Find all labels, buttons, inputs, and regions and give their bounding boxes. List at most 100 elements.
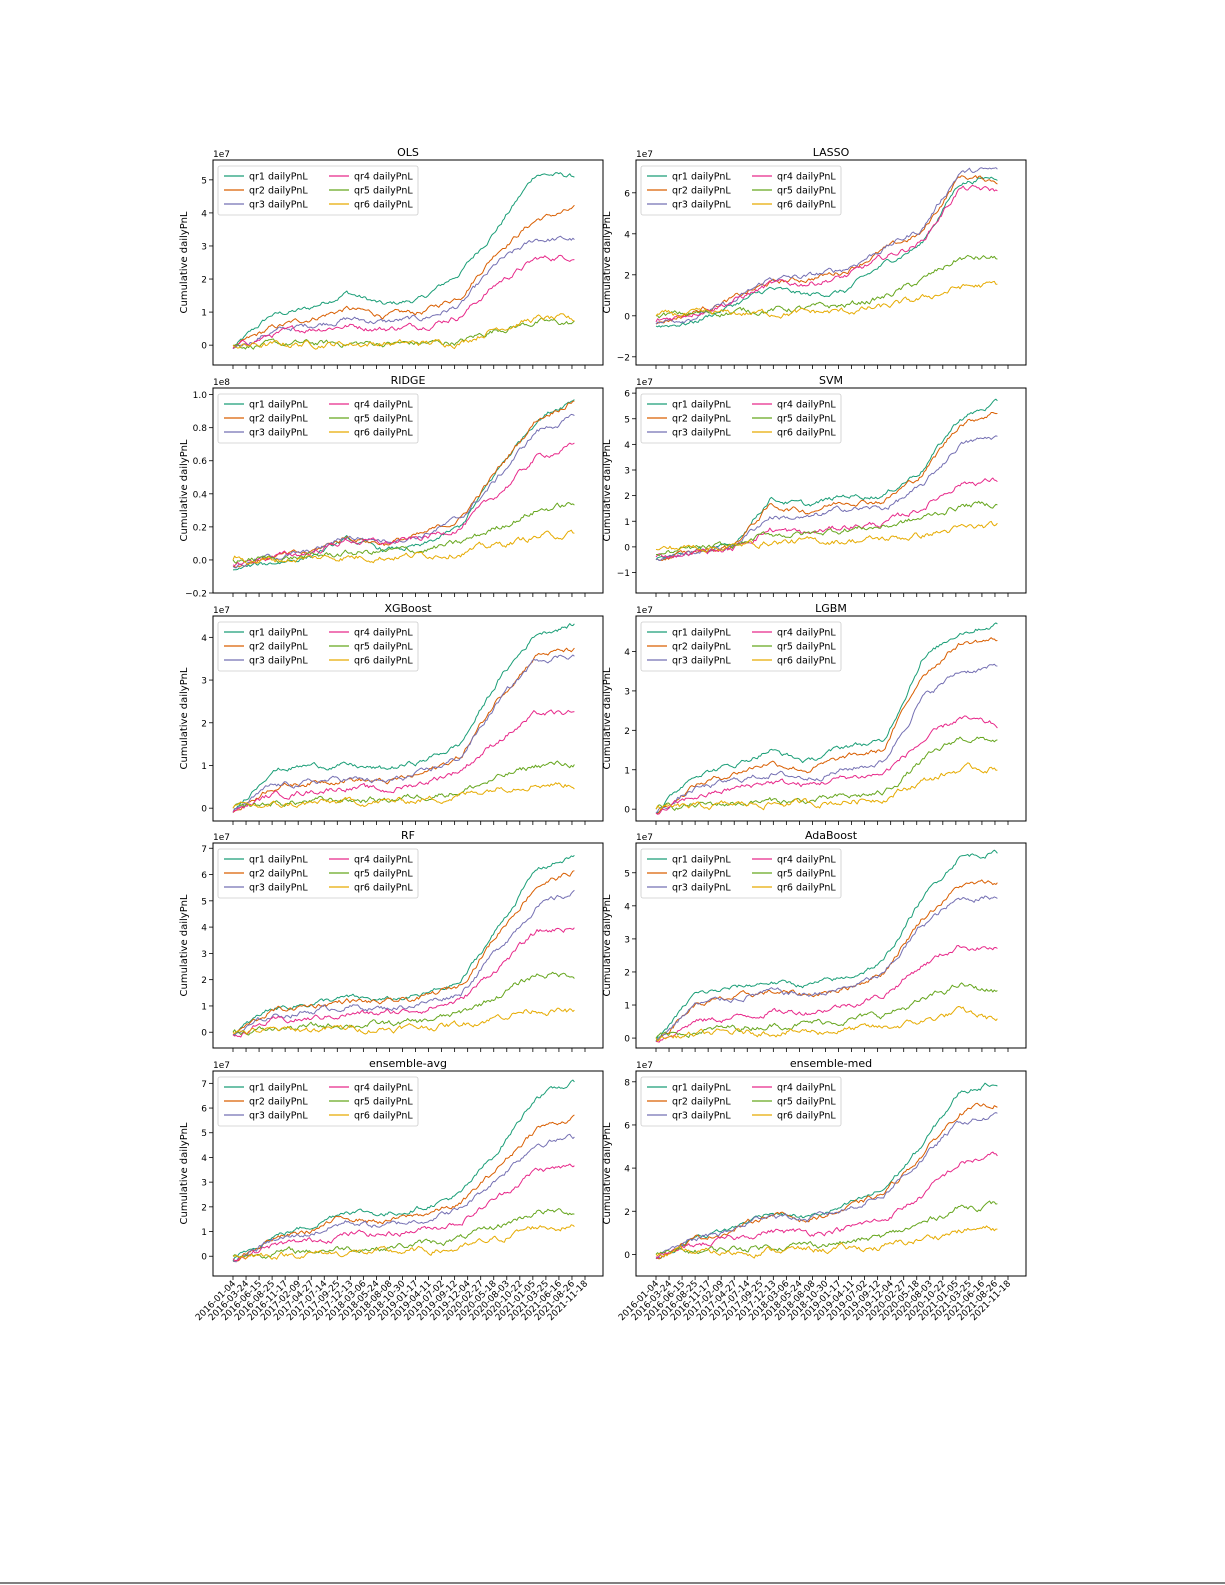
y-tick-label: 1: [201, 309, 207, 319]
y-tick-label: 4: [624, 902, 630, 912]
legend-label: qr2 dailyPnL: [672, 186, 731, 197]
y-tick-label: 4: [624, 648, 630, 658]
y-axis-label: Cumulative dailyPnL: [179, 211, 190, 313]
panel-adaboost: AdaBoost 1e7 Cumulative dailyPnL 0 1 2 3 4 5 qr1 …: [602, 829, 1027, 1052]
panel-rf: RF 1e7 Cumulative dailyPnL 0 1 2 3 4 5 6 7 qr1 dail…: [179, 829, 604, 1052]
series-line-qr4: [232, 254, 575, 349]
legend: qr1 dailyPnL qr2 dailyPnL qr3 dailyPnL qr4 …: [640, 393, 842, 444]
panel-title: RF: [401, 829, 415, 842]
legend-label: qr4 dailyPnL: [777, 400, 836, 411]
series-line-qr6: [655, 280, 998, 319]
legend-label: qr5 dailyPnL: [777, 186, 836, 197]
series-line-qr1: [232, 1079, 575, 1262]
legend-label: qr3 dailyPnL: [249, 656, 308, 667]
y-axis-label: Cumulative dailyPnL: [179, 667, 190, 769]
legend: qr1 dailyPnL qr2 dailyPnL qr3 dailyPnL qr4 …: [217, 621, 419, 672]
legend-label: qr6 dailyPnL: [777, 1111, 836, 1122]
y-tick-label: 0: [624, 312, 630, 322]
y-tick-label: 6: [624, 1121, 630, 1131]
panel-title: ensemble-med: [790, 1057, 872, 1070]
series-line-qr4: [655, 1151, 998, 1259]
series-line-qr5: [655, 982, 998, 1039]
panel-title: SVM: [819, 374, 843, 387]
series-line-qr1: [655, 849, 998, 1042]
y-tick-label: 0.2: [193, 523, 207, 533]
y-tick-label: 2: [201, 276, 207, 286]
panel-ridge: RIDGE 1e8 Cumulative dailyPnL −0.2 0.0 0.2 0.4…: [179, 374, 604, 600]
y-tick-label: 6: [201, 871, 207, 881]
series-line-qr2: [232, 647, 575, 813]
y-tick-label: 5: [201, 176, 207, 186]
series-line-qr3: [232, 235, 575, 349]
legend: qr1 dailyPnL qr2 dailyPnL qr3 dailyPnL qr4 …: [640, 165, 842, 216]
y-tick-label: 1: [624, 518, 630, 528]
y-tick-label: −0.2: [185, 590, 207, 600]
y-axis-label: Cumulative dailyPnL: [179, 894, 190, 996]
legend-label: qr6 dailyPnL: [777, 428, 836, 439]
series-line-qr1: [655, 1082, 998, 1260]
series-line-qr1: [232, 855, 575, 1036]
series-line-qr6: [655, 520, 998, 553]
series-line-qr2: [232, 204, 575, 349]
legend-label: qr1 dailyPnL: [672, 1083, 731, 1094]
y-tick-label: 6: [201, 1105, 207, 1115]
plot-frame: [635, 615, 1027, 822]
legend-label: qr1 dailyPnL: [249, 400, 308, 411]
y-tick-label: 4: [624, 230, 630, 240]
legend-label: qr4 dailyPnL: [354, 628, 413, 639]
axis-offset-text: 1e7: [213, 606, 230, 616]
legend-label: qr6 dailyPnL: [354, 200, 413, 211]
y-tick-label: 4: [624, 441, 630, 451]
legend-label: qr1 dailyPnL: [249, 1083, 308, 1094]
legend-label: qr1 dailyPnL: [672, 628, 731, 639]
y-tick-label: 0.0: [193, 556, 208, 566]
series-line-qr5: [232, 971, 575, 1036]
series-line-qr1: [232, 623, 575, 813]
legend-frame: [640, 165, 842, 216]
legend-label: qr5 dailyPnL: [354, 642, 413, 653]
legend-label: qr1 dailyPnL: [672, 855, 731, 866]
legend-label: qr2 dailyPnL: [249, 1097, 308, 1108]
series-line-qr2: [655, 1102, 998, 1260]
panel-lasso: LASSO 1e7 Cumulative dailyPnL −2 0 2 4 6 qr1 dai…: [602, 146, 1027, 369]
series-line-qr5: [655, 500, 998, 557]
legend-label: qr3 dailyPnL: [672, 1111, 731, 1122]
series-line-qr3: [232, 654, 575, 813]
legend-label: qr1 dailyPnL: [249, 172, 308, 183]
legend-frame: [217, 393, 419, 444]
y-tick-label: 1: [624, 766, 630, 776]
legend-label: qr4 dailyPnL: [777, 1083, 836, 1094]
y-tick-label: 0: [624, 543, 630, 553]
y-tick-label: 3: [624, 935, 630, 945]
plot-frame: [212, 842, 604, 1049]
series-line-qr2: [655, 637, 998, 815]
y-tick-label: 0: [624, 1035, 630, 1045]
series-line-qr4: [655, 184, 998, 323]
legend-label: qr2 dailyPnL: [672, 642, 731, 653]
y-tick-label: 5: [201, 1129, 207, 1139]
y-tick-label: 1: [201, 762, 207, 772]
y-axis-label: Cumulative dailyPnL: [602, 894, 613, 996]
y-tick-label: 3: [624, 687, 630, 697]
legend-label: qr3 dailyPnL: [672, 200, 731, 211]
panel-svm: SVM 1e7 Cumulative dailyPnL −1 0 1 2 3 4 5 6 qr1 da…: [602, 374, 1027, 597]
y-tick-label: 2: [624, 1208, 630, 1218]
series-line-qr5: [232, 502, 575, 564]
plot-frame: [635, 842, 1027, 1049]
axis-offset-text: 1e7: [636, 833, 653, 843]
series-line-qr6: [232, 1007, 575, 1035]
plot-frame: [212, 159, 604, 366]
legend-label: qr5 dailyPnL: [777, 414, 836, 425]
legend-label: qr2 dailyPnL: [249, 414, 308, 425]
legend-label: qr5 dailyPnL: [777, 1097, 836, 1108]
y-tick-label: 5: [201, 897, 207, 907]
legend-label: qr3 dailyPnL: [249, 200, 308, 211]
panel-ensemble-avg: ensemble-avg 1e7 Cumulative dailyPnL 0 1 2 3 4 5…: [179, 1057, 604, 1323]
legend-frame: [640, 393, 842, 444]
series-line-qr4: [655, 715, 998, 815]
panel-title: XGBoost: [384, 602, 432, 615]
legend: qr1 dailyPnL qr2 dailyPnL qr3 dailyPnL qr4 …: [640, 1076, 842, 1127]
legend-label: qr3 dailyPnL: [249, 883, 308, 894]
series-line-qr5: [232, 760, 575, 809]
